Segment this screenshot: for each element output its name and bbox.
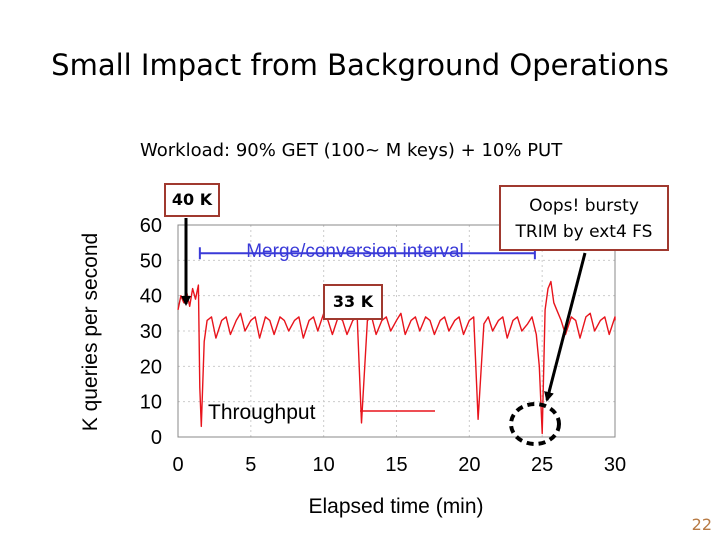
plot-frame [177, 224, 616, 438]
x-axis-label: Elapsed time (min) [308, 495, 483, 518]
x-tick-label: 10 [313, 454, 335, 476]
y-tick-label: 0 [151, 427, 162, 449]
throughput-series-line [177, 280, 616, 435]
x-tick-label: 20 [458, 454, 480, 476]
trim-callout-line2: TRIM by ext4 FS [515, 222, 653, 242]
x-tick-label: 30 [604, 454, 626, 476]
x-tick-label: 0 [172, 454, 183, 476]
x-tick-label: 15 [385, 454, 407, 476]
peak-callout: 40 K [164, 183, 220, 217]
y-tick-label: 10 [140, 392, 162, 414]
y-tick-label: 50 [140, 250, 162, 272]
y-tick-label: 60 [140, 215, 162, 237]
page-number: 22 [691, 515, 712, 534]
y-axis-label: K queries per second [79, 233, 102, 431]
legend-label: Throughput [208, 401, 316, 424]
y-tick-labels: 0 10 20 30 40 50 60 [140, 215, 162, 449]
x-tick-labels: 0 5 10 15 20 25 30 [172, 454, 626, 476]
workload-description: Workload: 90% GET (100~ M keys) + 10% PU… [140, 140, 563, 161]
x-tick-label: 25 [531, 454, 553, 476]
trim-callout: Oops! bursty TRIM by ext4 FS [499, 185, 669, 251]
y-tick-label: 20 [140, 356, 162, 378]
steady-callout: 33 K [323, 284, 383, 320]
interval-label: Merge/conversion interval [246, 241, 464, 262]
trim-arrow [544, 252, 587, 402]
interval-annotation: Merge/conversion interval [198, 241, 536, 262]
trim-dip-highlight [509, 402, 561, 446]
x-tick-label: 5 [245, 454, 256, 476]
y-tick-label: 40 [140, 286, 162, 308]
slide-title: Small Impact from Background Operations [51, 48, 669, 82]
y-tick-label: 30 [140, 321, 162, 343]
trim-callout-line1: Oops! bursty [529, 196, 639, 216]
